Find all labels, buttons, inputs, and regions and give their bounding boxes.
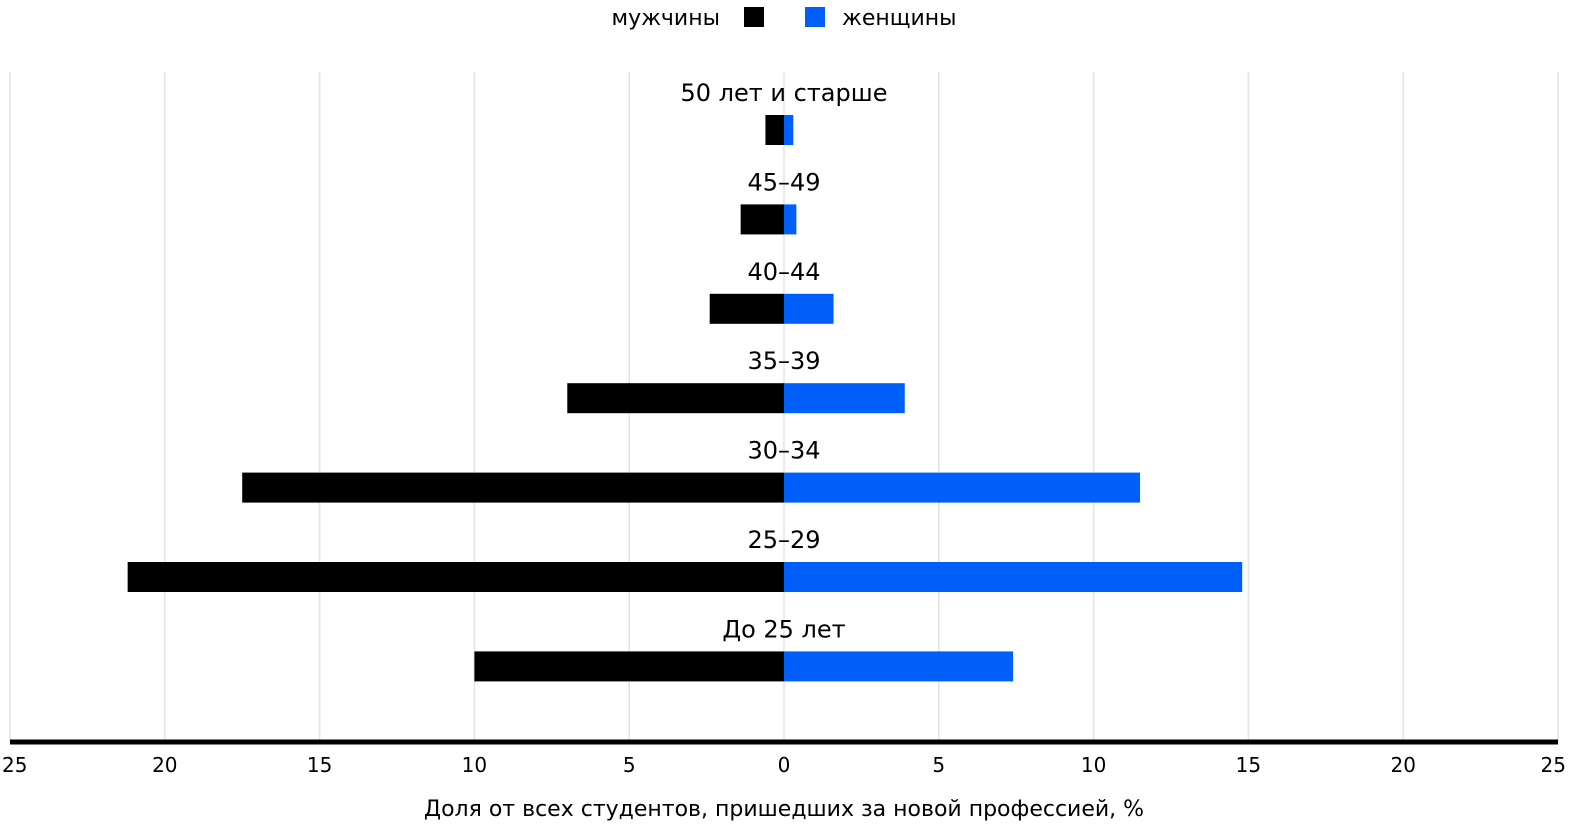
category-label: 50 лет и старше [681, 79, 888, 107]
category-label: 35–39 [747, 347, 820, 375]
bar-women [784, 204, 797, 235]
legend-label-men: мужчины [612, 6, 721, 31]
category-labels: 50 лет и старше 45–49 40–44 35–39 30–34 25–29… [681, 79, 888, 643]
legend-swatch-men [744, 7, 764, 27]
bar-women [784, 383, 905, 414]
bar-women [784, 562, 1243, 592]
bar-women [784, 293, 834, 324]
bar-men [474, 651, 784, 682]
bar-men [709, 293, 784, 324]
x-tick-label: 10 [462, 753, 487, 777]
bar-women [784, 651, 1014, 682]
category-label: 25–29 [747, 526, 820, 554]
x-axis-title: Доля от всех студентов, пришедших за нов… [424, 797, 1144, 822]
x-tick-label: 15 [1236, 753, 1261, 777]
bars [127, 115, 1243, 682]
bar-men [127, 562, 784, 592]
x-tick-label: 20 [152, 753, 177, 777]
legend: мужчины женщины [612, 6, 957, 31]
x-tick-label: 5 [932, 753, 945, 777]
category-label: 40–44 [747, 258, 820, 286]
x-tick-label: 25 [2, 753, 27, 777]
x-tick-label: 20 [1390, 753, 1415, 777]
x-tick-label: 10 [1081, 753, 1106, 777]
bar-men [567, 383, 784, 414]
legend-label-women: женщины [842, 6, 957, 31]
bar-men [242, 472, 784, 503]
x-tick-label: 0 [778, 753, 791, 777]
x-tick-label: 15 [307, 753, 332, 777]
x-tick-label: 5 [623, 753, 636, 777]
legend-swatch-women [805, 7, 825, 27]
category-label: 30–34 [747, 437, 820, 465]
category-label: До 25 лет [722, 615, 845, 643]
x-axis-ticks: 25 20 15 10 5 0 5 10 15 20 25 [2, 753, 1566, 777]
x-tick-label: 25 [1541, 753, 1566, 777]
bar-women [784, 472, 1141, 503]
bar-men [765, 115, 784, 145]
bar-women [784, 115, 794, 145]
category-label: 45–49 [747, 168, 820, 196]
bar-men [740, 204, 784, 235]
